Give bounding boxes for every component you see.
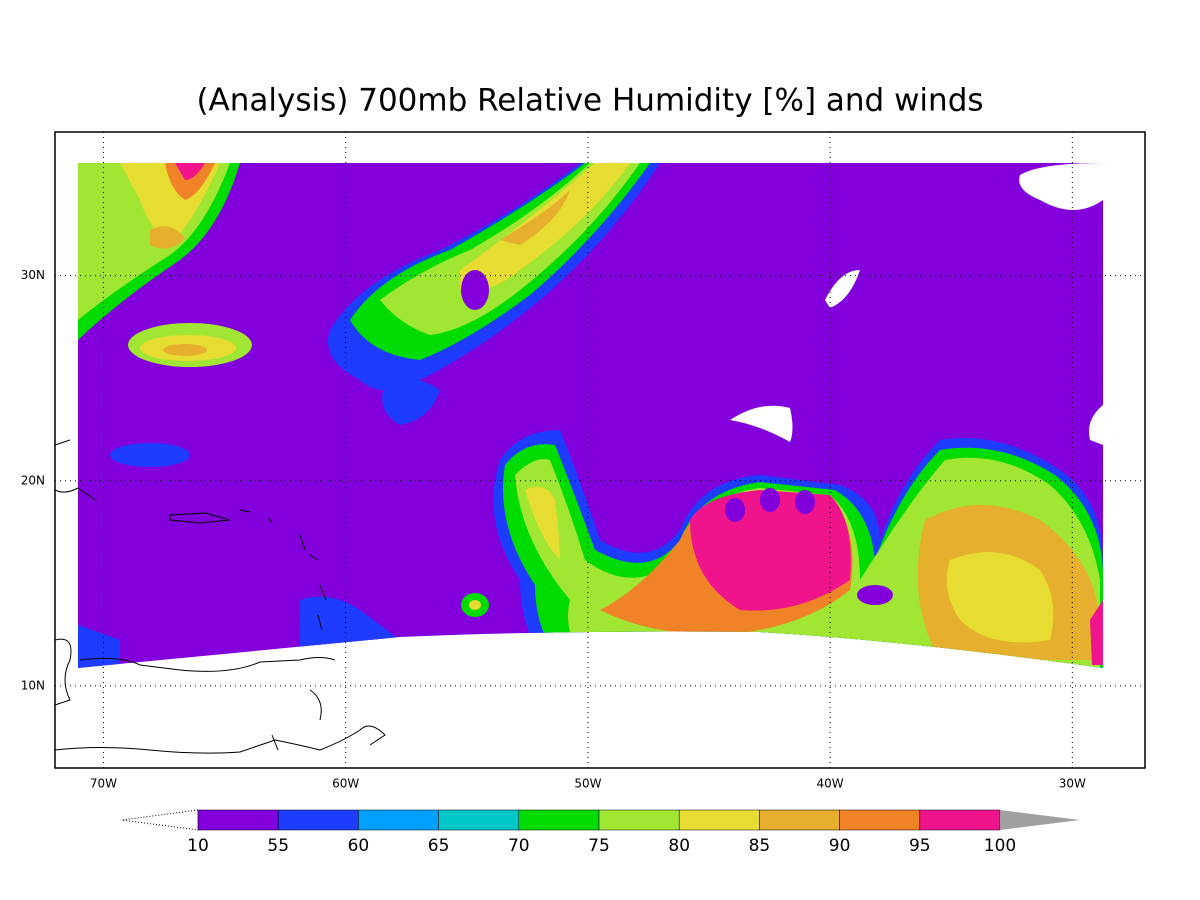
colorbar-label: 95 [909,836,931,856]
colorbar-label: 55 [267,836,289,856]
colorbar-label: 85 [749,836,771,856]
colorbar-box [518,809,600,831]
colorbar-box [759,809,840,831]
colorbar-box [598,809,680,831]
x-tick-label: 30W [1059,777,1086,791]
map-frame [54,131,1146,769]
y-tick-label: 20N [21,473,45,487]
x-tick-label: 70W [90,777,117,791]
colorbar-label: 100 [984,836,1016,856]
colorbar-box [197,809,279,831]
colorbar-box [277,809,359,831]
grid [55,132,1145,768]
colorbar-under [121,809,199,831]
colorbar-label: 75 [588,836,610,856]
colorbar-box [438,809,520,831]
colorbar-label: 70 [508,836,530,856]
colorbar-label: 10 [187,836,209,856]
y-tick-label: 10N [21,678,45,692]
colorbar-box [678,809,760,831]
colorbar-box [839,809,921,831]
colorbar-box [358,809,439,831]
colorbar-label: 80 [668,836,690,856]
coastlines [54,439,386,754]
colorbar-label: 90 [829,836,851,856]
x-tick-label: 50W [574,777,601,791]
map-title: (Analysis) 700mb Relative Humidity [%] a… [196,83,983,119]
colorbar-label: 60 [348,836,370,856]
x-tick-label: 60W [332,777,359,791]
colorbar-over [1000,810,1080,830]
x-tick-label: 40W [817,777,844,791]
colorbar-label: 65 [428,836,450,856]
humidity-field [78,163,1103,668]
colorbar: 10 55 60 65 70 75 80 85 90 95 100 [121,809,1080,856]
y-tick-label: 30N [21,268,45,282]
colorbar-box [919,809,1001,831]
